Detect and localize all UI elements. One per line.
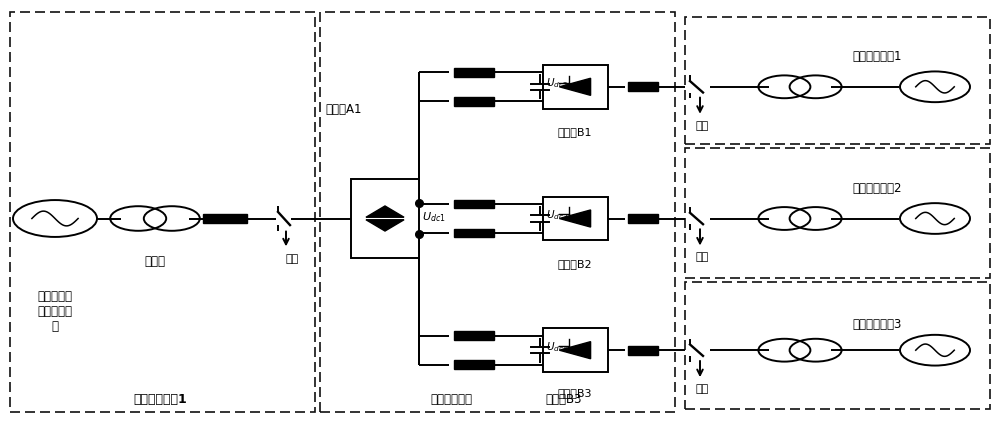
Text: 送端交流电网1: 送端交流电网1 (133, 392, 187, 405)
Text: 换流器B2: 换流器B2 (558, 258, 592, 268)
Bar (454, 69, 494, 78)
Bar (454, 200, 494, 209)
Polygon shape (366, 220, 404, 232)
Bar (628, 83, 658, 92)
Text: 负荷: 负荷 (695, 252, 709, 262)
Polygon shape (559, 342, 591, 359)
Text: 受端交流电网2: 受端交流电网2 (853, 182, 902, 195)
Text: 变压器: 变压器 (144, 254, 166, 267)
Bar (10, 13, 315, 412)
Text: 换流器B3: 换流器B3 (558, 388, 592, 398)
Text: 同步发电机
及其励磁系
统: 同步发电机 及其励磁系 统 (38, 289, 72, 332)
Text: 负荷: 负荷 (695, 120, 709, 131)
Bar (542, 66, 608, 110)
Text: 负荷: 负荷 (285, 253, 299, 263)
Bar (454, 332, 494, 340)
Text: 换流器B1: 换流器B1 (558, 127, 592, 137)
Bar (628, 215, 658, 223)
Text: 换流器A1: 换流器A1 (325, 103, 362, 116)
Text: 负荷: 负荷 (695, 383, 709, 393)
Text: $U_{dc1}$: $U_{dc1}$ (422, 210, 446, 224)
Bar (351, 180, 419, 258)
Text: $U_{dc3}$: $U_{dc3}$ (546, 208, 568, 222)
Text: 受端交流电网1: 受端交流电网1 (853, 50, 902, 64)
Polygon shape (366, 206, 404, 218)
Bar (454, 229, 494, 238)
Bar (320, 13, 675, 412)
Text: $U_{dc4}$: $U_{dc4}$ (546, 339, 568, 353)
Bar (454, 98, 494, 106)
Text: 高压直流输电: 高压直流输电 (430, 392, 472, 405)
Text: 受端交流电网3: 受端交流电网3 (853, 318, 902, 331)
Bar (542, 328, 608, 372)
Text: $U_{dc2}$: $U_{dc2}$ (546, 76, 568, 90)
Bar (628, 346, 658, 355)
Polygon shape (559, 211, 591, 228)
Bar (203, 214, 247, 224)
Bar (685, 18, 990, 145)
Bar (454, 360, 494, 369)
Bar (685, 149, 990, 278)
Bar (542, 197, 608, 241)
Polygon shape (559, 79, 591, 96)
Text: 换流器B3: 换流器B3 (545, 392, 582, 405)
Bar (685, 283, 990, 410)
